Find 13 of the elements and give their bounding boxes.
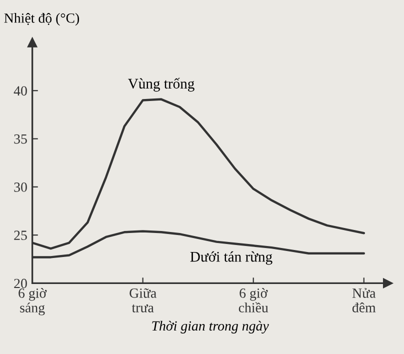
x-tick-label: Giữa trưa: [130, 288, 156, 312]
x-tick-label: 6 giờ chiều: [238, 288, 268, 312]
series-label: Vùng trống: [128, 78, 194, 92]
series-label: Dưới tán rừng: [190, 251, 272, 265]
y-tick-label: 25: [14, 230, 27, 240]
y-tick-label: 30: [14, 182, 27, 192]
x-axis-title: Thời gian trong ngày: [152, 320, 269, 334]
y-tick-label: 40: [14, 86, 27, 96]
y-axis-title: Nhiệt độ (°C): [4, 13, 80, 26]
x-tick-label: Nửa đêm: [352, 288, 376, 312]
y-tick-label: 35: [14, 134, 27, 144]
y-tick-label: 20: [14, 278, 27, 288]
x-tick-label: 6 giờ sáng: [18, 288, 47, 316]
